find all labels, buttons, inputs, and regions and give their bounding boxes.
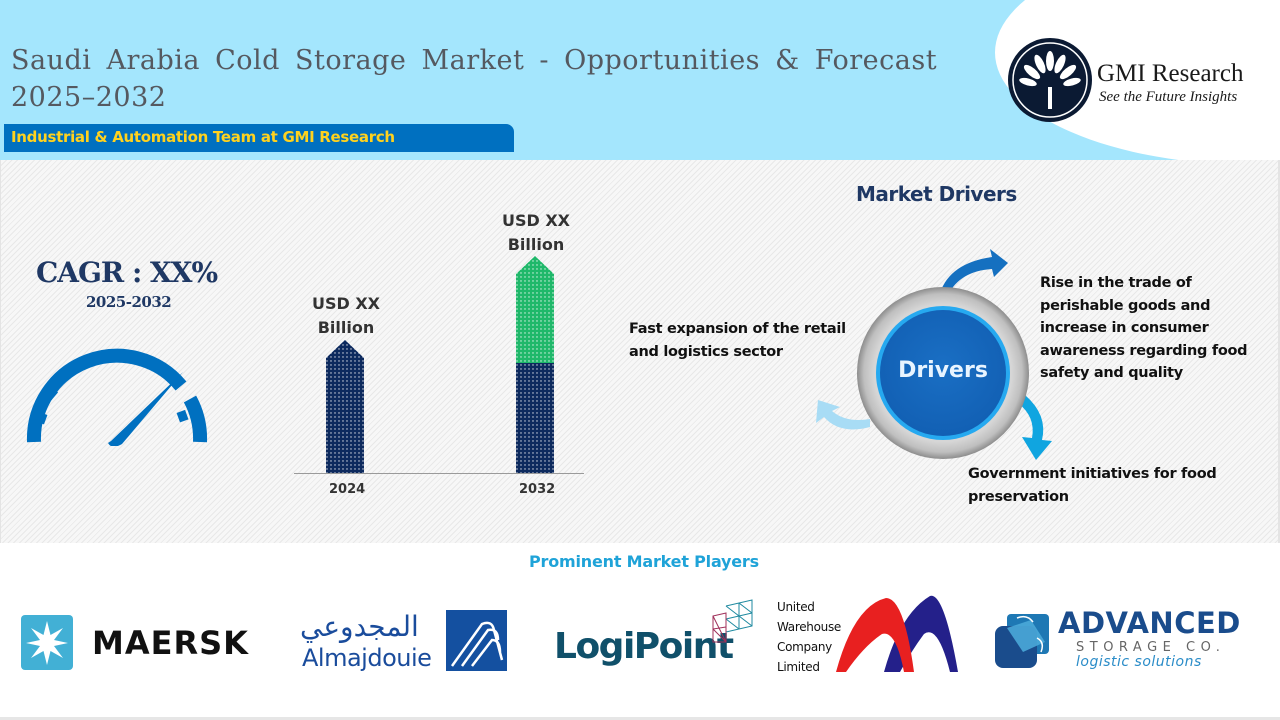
brand-tagline: See the Future Insights [1099, 89, 1238, 105]
bar-value-label-2032: USD XX Billion [486, 209, 586, 257]
almajdouie-globe-icon [446, 610, 507, 671]
page-title: Saudi Arabia Cold Storage Market - Oppor… [11, 45, 938, 113]
uwc-line: United [777, 600, 815, 614]
driver-item-perishable: Rise in the trade of perishable goods an… [1040, 275, 1248, 382]
x-tick-2032: 2032 [519, 482, 556, 497]
player-almajdouie-arabic: المجدوعي [300, 610, 419, 643]
uwc-line: Warehouse [777, 620, 841, 634]
bar-label-line1: USD XX [501, 211, 571, 230]
logipoint-grid-icon [712, 599, 753, 643]
bar-label-line1: USD XX [311, 294, 381, 313]
uwc-line: Company [777, 640, 832, 654]
cagr-period: 2025-2032 [86, 293, 172, 311]
uwc-arches-icon [836, 595, 958, 672]
bar-value-label-2024: USD XX Billion [296, 292, 396, 340]
team-label: Industrial & Automation Team at GMI Rese… [11, 128, 395, 146]
cagr-value: CAGR : XX% [36, 256, 218, 289]
panel-border-right [1278, 160, 1280, 720]
team-banner: Industrial & Automation Team at GMI Rese… [4, 124, 514, 152]
players-heading: Prominent Market Players [529, 552, 759, 571]
x-tick-2024: 2024 [329, 482, 366, 497]
driver-item-retail: Fast expansion of the retail and logisti… [629, 321, 846, 360]
chart-x-axis [294, 473, 584, 474]
panel-border-left [0, 160, 1, 720]
tree-emblem-icon [1008, 38, 1092, 122]
driver-item-government: Government initiatives for food preserva… [968, 466, 1217, 505]
bar-label-line2: Billion [317, 318, 375, 337]
players-section [0, 543, 1280, 720]
advanced-storage-tagline: logistic solutions [1076, 654, 1202, 670]
player-advanced-storage: ADVANCED [1058, 606, 1241, 640]
advanced-storage-icon [995, 614, 1049, 668]
uwc-line: Limited [777, 660, 820, 674]
player-logipoint: LogiPoint [554, 626, 734, 667]
header-banner: Saudi Arabia Cold Storage Market - Oppor… [0, 0, 1280, 160]
brand-name: GMI Research [1097, 60, 1244, 87]
bar-label-line2: Billion [507, 235, 565, 254]
maersk-star-icon [21, 615, 73, 670]
bar-2024 [326, 340, 364, 474]
drivers-center-label: Drivers [898, 358, 988, 383]
bar-2032 [516, 256, 554, 474]
player-maersk: MAERSK [92, 624, 249, 662]
drivers-heading: Market Drivers [856, 182, 1017, 206]
player-almajdouie: Almajdouie [302, 644, 432, 672]
drivers-cycle-diagram [816, 249, 1052, 460]
content-panel [0, 160, 1280, 543]
speedometer-icon [26, 348, 208, 446]
arrow-icon [940, 249, 1008, 295]
player-united-warehouse: United Warehouse Company Limited [777, 597, 841, 677]
advanced-storage-sub: STORAGE CO. [1076, 640, 1226, 655]
